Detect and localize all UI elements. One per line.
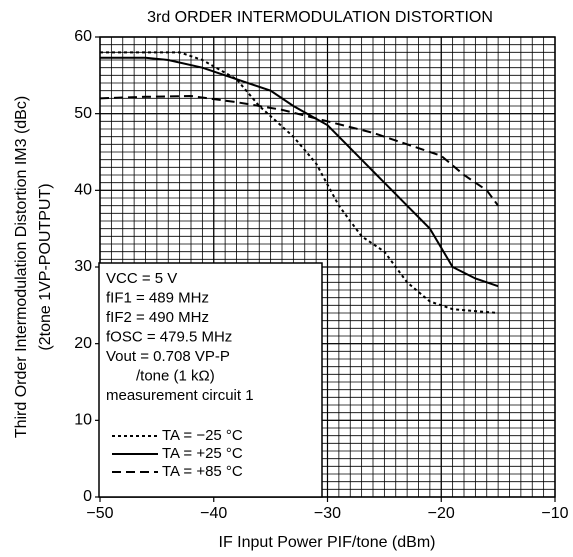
y-axis-label: (2tone 1VP-POUTPUT)	[37, 183, 54, 350]
y-tick-label: 40	[74, 182, 92, 199]
condition-text: Vout = 0.708 VP-P	[106, 348, 230, 365]
legend-label: TA = +25 °C	[162, 445, 243, 462]
x-tick-label: −10	[541, 505, 568, 522]
x-tick-label: −30	[314, 505, 341, 522]
y-tick-label: 30	[74, 258, 92, 275]
series-line	[100, 51, 499, 314]
plot	[99, 51, 499, 314]
y-axis-label: Third Order Intermodulation Distortion I…	[13, 96, 30, 438]
condition-text: measurement circuit 1	[106, 387, 254, 404]
legend-box	[98, 262, 323, 498]
condition-text: fOSC = 479.5 MHz	[106, 328, 232, 345]
x-axis-label: IF Input Power PIF/tone (dBm)	[219, 534, 436, 551]
condition-text: /tone (1 kΩ)	[136, 367, 215, 384]
condition-text: fIF1 = 489 MHz	[106, 289, 209, 306]
chart-title: 3rd ORDER INTERMODULATION DISTORTION	[147, 9, 493, 26]
y-tick-label: 50	[74, 105, 92, 122]
x-tick-label: −50	[86, 505, 113, 522]
series-line	[100, 56, 499, 288]
legend: VCC = 5 V fIF1 = 489 MHz fIF2 = 490 MHz fOS…	[98, 262, 323, 498]
x-tick-label: −20	[428, 505, 455, 522]
condition-text: fIF2 = 490 MHz	[106, 309, 209, 326]
condition-text: VCC = 5 V	[106, 270, 177, 287]
series-line	[99, 95, 499, 207]
y-tick-label: 20	[74, 335, 92, 352]
y-tick-label: 60	[74, 28, 92, 45]
legend-label: TA = −25 °C	[162, 427, 243, 444]
y-tick-label: 0	[83, 488, 92, 505]
legend-label: TA = +85 °C	[162, 463, 243, 480]
y-tick-label: 10	[74, 412, 92, 429]
x-tick-label: −40	[200, 505, 227, 522]
